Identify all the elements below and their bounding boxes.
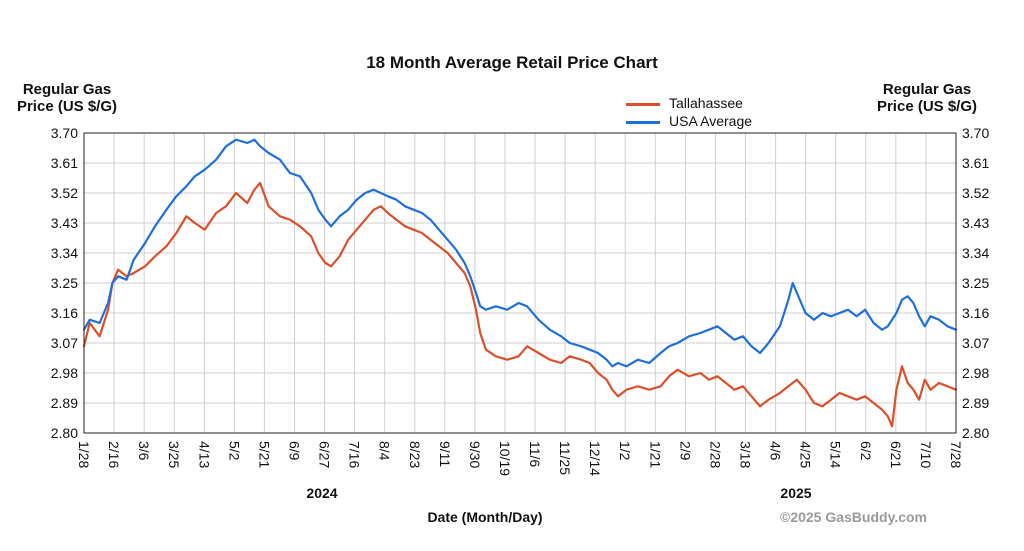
- x-tick-label: 1/21: [647, 441, 663, 468]
- x-tick-label: 7/28: [948, 441, 964, 468]
- legend-item-tallahassee: Tallahassee: [626, 95, 743, 111]
- legend-swatch-usa-average: [626, 120, 660, 124]
- y-tick-label-left: 3.43: [51, 215, 78, 231]
- x-tick-label: 7/10: [918, 441, 934, 468]
- chart-title: 18 Month Average Retail Price Chart: [366, 53, 658, 72]
- y-tick-label-right: 3.70: [962, 125, 989, 141]
- y-tick-label-left: 2.89: [51, 395, 78, 411]
- y-axis-label-left: Regular Gas Price (US $/G): [16, 81, 118, 115]
- y-tick-label-left: 3.16: [51, 305, 78, 321]
- y-axis-label-right: Regular Gas Price (US $/G): [876, 81, 978, 115]
- x-tick-label: 2/28: [707, 441, 723, 468]
- year-label-2025: 2025: [780, 485, 812, 501]
- plot-frame: [83, 132, 957, 434]
- x-tick-label: 11/6: [527, 441, 543, 467]
- x-tick-label: 12/14: [587, 441, 603, 476]
- x-tick-label: 2/16: [106, 441, 122, 468]
- series-line-usa-average: [82, 138, 958, 368]
- y-tick-label-right: 3.43: [962, 215, 989, 231]
- y-tick-label-right: 3.25: [962, 275, 989, 291]
- x-tick-label: 5/14: [828, 441, 844, 468]
- y-tick-label-left: 3.70: [51, 125, 78, 141]
- series-lines: [82, 138, 958, 428]
- x-tick-label: 5/2: [226, 441, 242, 461]
- x-tick-label: 8/23: [407, 441, 423, 468]
- y-tick-label-right: 2.89: [962, 395, 989, 411]
- x-tick-label: 9/30: [467, 441, 483, 468]
- x-tick-label: 2/9: [677, 441, 693, 461]
- y-tick-label-right: 3.07: [962, 335, 989, 351]
- x-tick-label: 4/25: [798, 441, 814, 468]
- y-tick-label-left: 3.25: [51, 275, 78, 291]
- x-tick-label: 6/21: [888, 441, 904, 468]
- y-tick-label-left: 2.80: [51, 425, 78, 441]
- x-axis-label: Date (Month/Day): [427, 509, 543, 525]
- x-tick-label: 1/28: [76, 441, 92, 468]
- y-tick-label-left: 3.52: [51, 185, 78, 201]
- y-tick-label-left: 3.61: [51, 155, 78, 171]
- y-tick-label-right: 3.16: [962, 305, 989, 321]
- x-tick-label: 6/2: [858, 441, 874, 461]
- x-tick-label: 9/11: [437, 441, 453, 467]
- credit-text: ©2025 GasBuddy.com: [780, 509, 927, 525]
- x-tick-label: 4/13: [196, 441, 212, 468]
- y-tick-label-right: 2.98: [962, 365, 989, 381]
- x-tick-label: 6/27: [317, 441, 333, 468]
- y-tick-label-right: 3.34: [962, 245, 989, 261]
- legend-label-usa-average: USA Average: [669, 113, 753, 129]
- tick-labels: 3.70 3.70 3.61 3.61 3.52 3.52 3.43 3.43 3.34 3.34…: [51, 125, 990, 476]
- x-tick-label: 10/19: [497, 441, 513, 476]
- x-tick-label: 5/21: [256, 441, 272, 468]
- x-tick-label: 3/25: [166, 441, 182, 468]
- x-tick-label: 6/9: [286, 441, 302, 461]
- x-tick-label: 3/18: [738, 441, 754, 468]
- y-tick-label-right: 3.52: [962, 185, 989, 201]
- y-tick-label-left: 3.34: [51, 245, 78, 261]
- series-line-tallahassee: [82, 181, 958, 428]
- legend-label-tallahassee: Tallahassee: [669, 95, 743, 111]
- x-tick-label: 11/25: [557, 441, 573, 475]
- x-tick-label: 1/2: [617, 441, 633, 461]
- x-tick-label: 7/16: [347, 441, 363, 468]
- y-tick-label-right: 2.80: [962, 425, 989, 441]
- x-tick-label: 4/6: [768, 441, 784, 461]
- y-tick-label-left: 2.98: [51, 365, 78, 381]
- grid-lines: [83, 132, 957, 434]
- x-tick-label: 3/6: [136, 441, 152, 461]
- y-tick-label-right: 3.61: [962, 155, 989, 171]
- y-tick-label-left: 3.07: [51, 335, 78, 351]
- year-label-2024: 2024: [306, 485, 338, 501]
- legend-swatch-tallahassee: [626, 102, 660, 106]
- x-tick-label: 8/4: [377, 441, 393, 461]
- legend-item-usa-average: USA Average: [626, 113, 752, 129]
